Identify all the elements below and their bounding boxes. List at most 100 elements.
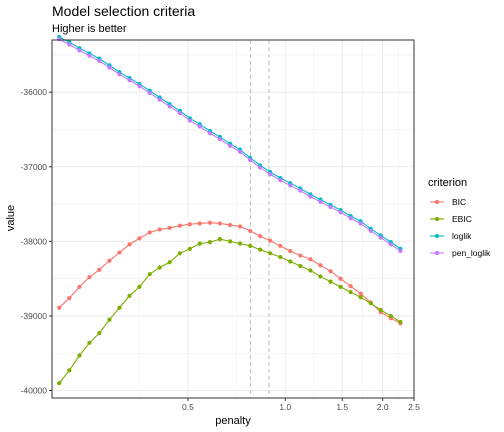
data-point	[258, 234, 263, 239]
data-point	[127, 242, 132, 247]
data-point	[157, 227, 162, 232]
series-ebic	[57, 237, 403, 386]
data-point	[318, 199, 323, 204]
data-point	[217, 137, 223, 142]
data-point	[77, 48, 82, 53]
data-point	[67, 295, 72, 301]
legend-item: loglik	[430, 231, 472, 241]
data-point	[57, 380, 62, 386]
data-point	[127, 78, 132, 83]
y-tick-label: -38000	[21, 236, 48, 246]
data-point	[318, 274, 323, 279]
data-point	[248, 243, 253, 248]
legend: BIC EBIC loglik pen_loglik	[430, 197, 491, 258]
data-point	[348, 284, 353, 289]
data-point	[348, 216, 353, 221]
data-point	[288, 259, 293, 264]
data-point	[167, 104, 172, 109]
legend-item: pen_loglik	[430, 248, 491, 258]
data-point	[268, 238, 273, 243]
x-axis-label: penalty	[215, 415, 251, 427]
data-point	[207, 220, 213, 225]
legend-title: criterion	[428, 177, 467, 189]
data-point	[107, 258, 112, 263]
data-point	[147, 272, 152, 277]
data-point	[268, 172, 273, 177]
series-pen-loglik	[57, 37, 403, 254]
data-point	[298, 253, 303, 258]
data-point	[328, 204, 333, 210]
data-point	[217, 221, 223, 226]
data-point	[117, 250, 122, 255]
data-point	[117, 72, 122, 77]
data-point	[137, 84, 142, 89]
data-point	[298, 263, 303, 269]
x-tick-label: 2.5	[408, 402, 420, 412]
chart-subtitle: Higher is better	[52, 23, 127, 35]
data-point	[338, 210, 343, 215]
data-point	[197, 241, 202, 246]
data-point	[157, 265, 162, 270]
data-point	[368, 228, 373, 234]
data-point	[338, 276, 343, 281]
data-point	[177, 110, 182, 116]
data-point	[227, 239, 233, 244]
data-point	[137, 284, 142, 289]
series-layer	[57, 34, 403, 386]
data-point	[288, 248, 293, 254]
data-point	[258, 165, 263, 170]
plot-frame	[51, 39, 415, 399]
data-point	[147, 230, 152, 235]
data-point	[298, 188, 303, 193]
data-point	[358, 221, 363, 226]
data-point	[388, 242, 393, 247]
data-point	[97, 331, 102, 336]
data-point	[308, 268, 313, 273]
legend-label: pen_loglik	[452, 248, 491, 258]
data-point	[238, 149, 243, 154]
legend-key-point	[434, 250, 440, 256]
legend-item: EBIC	[430, 214, 472, 224]
data-point	[197, 124, 202, 129]
data-point	[238, 241, 243, 246]
legend-key-point	[434, 233, 440, 239]
data-point	[127, 293, 132, 298]
data-point	[318, 263, 323, 268]
data-point	[388, 313, 393, 319]
data-point	[57, 305, 62, 310]
data-point	[248, 157, 253, 163]
data-point	[398, 248, 403, 254]
data-point	[167, 225, 172, 231]
legend-key-point	[434, 216, 440, 222]
chart-title: Model selection criteria	[52, 3, 195, 19]
data-point	[187, 222, 192, 227]
data-point	[308, 257, 313, 262]
data-point	[67, 42, 72, 47]
y-tick-label: -37000	[21, 162, 48, 172]
data-point	[77, 353, 82, 358]
data-point	[97, 267, 102, 272]
data-point	[177, 223, 182, 228]
x-tick-label: 1.0	[279, 402, 291, 412]
data-point	[87, 53, 92, 58]
data-point	[248, 228, 253, 234]
legend-label: BIC	[452, 197, 466, 207]
data-point	[258, 247, 263, 252]
legend-item: BIC	[430, 197, 466, 207]
data-point	[308, 194, 313, 199]
data-point	[67, 368, 72, 373]
data-point	[197, 221, 202, 226]
data-point	[278, 178, 283, 183]
y-tick-label: -40000	[21, 386, 48, 396]
grid	[52, 40, 415, 398]
x-tick-label: 2.0	[377, 402, 389, 412]
data-point	[268, 251, 273, 256]
data-point	[348, 289, 353, 295]
data-point	[167, 260, 172, 265]
data-point	[207, 240, 213, 245]
legend-label: EBIC	[452, 214, 472, 224]
panel-border	[51, 39, 415, 399]
data-point	[137, 236, 142, 241]
x-axis: 0.5 1.0 1.5 2.0 2.5	[182, 398, 420, 412]
data-point	[77, 284, 82, 289]
